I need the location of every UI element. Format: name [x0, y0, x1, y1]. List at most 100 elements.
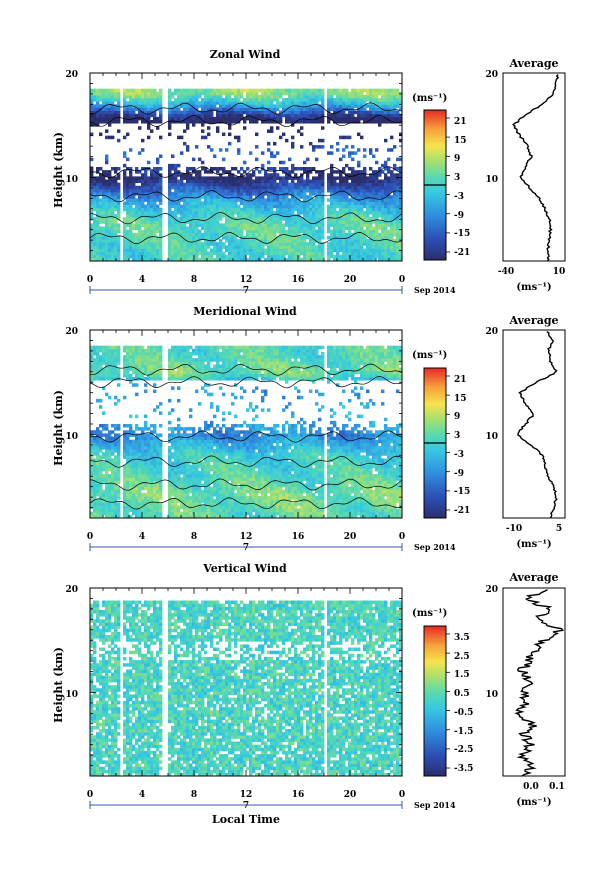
- heatmap-cell: [243, 204, 247, 209]
- heatmap-cell: [330, 198, 334, 202]
- heatmap-cell: [354, 210, 358, 215]
- heatmap-cell: [138, 351, 142, 356]
- heatmap-cell: [369, 192, 373, 196]
- heatmap-cell: [303, 242, 307, 246]
- heatmap-cell: [99, 474, 103, 478]
- heatmap-cell: [327, 254, 331, 259]
- heatmap-cell: [93, 442, 97, 447]
- heatmap-cell: [171, 182, 175, 187]
- heatmap-cell: [150, 496, 154, 500]
- heatmap-cell: [108, 367, 112, 372]
- heatmap-cell: [390, 88, 394, 93]
- heatmap-cell: [180, 242, 184, 246]
- heatmap-cell: [168, 214, 172, 218]
- heatmap-cell: [354, 226, 358, 231]
- heatmap-cell: [96, 430, 100, 434]
- heatmap-cell: [240, 201, 244, 205]
- heatmap-cell: [201, 195, 205, 199]
- heatmap-cell: [273, 167, 277, 171]
- heatmap-cell: [255, 113, 259, 118]
- heatmap-cell: [126, 182, 130, 187]
- heatmap-cell: [381, 204, 385, 209]
- heatmap-cell: [147, 245, 151, 249]
- heatmap-cell: [105, 345, 109, 350]
- heatmap-cell: [351, 257, 355, 262]
- heatmap-cell: [159, 257, 163, 262]
- heatmap-cell: [111, 229, 115, 234]
- heatmap-cell: [114, 474, 118, 478]
- heatmap-cell: [255, 248, 259, 252]
- heatmap-cell: [195, 232, 199, 237]
- heatmap-cell: [231, 173, 235, 177]
- heatmap-cell: [291, 248, 295, 252]
- heatmap-cell: [243, 188, 247, 193]
- heatmap-cell: [384, 163, 388, 168]
- heatmap-cell: [156, 185, 160, 190]
- heatmap-cell: [309, 192, 313, 196]
- heatmap-cell: [147, 355, 151, 359]
- heatmap-cell: [147, 101, 151, 105]
- heatmap-cell: [282, 242, 286, 246]
- heatmap-cell: [243, 214, 247, 218]
- heatmap-cell: [219, 232, 223, 237]
- heatmap-cell: [267, 229, 271, 234]
- heatmap-cell: [210, 229, 214, 234]
- heatmap-cell: [90, 88, 94, 93]
- heatmap-cell: [156, 251, 160, 256]
- heatmap-cell: [393, 195, 397, 199]
- heatmap-cell: [309, 235, 313, 240]
- heatmap-cell: [399, 220, 403, 224]
- heatmap-cell: [114, 251, 118, 256]
- heatmap-cell: [138, 477, 142, 481]
- heatmap-cell: [243, 98, 247, 102]
- heatmap-cell: [330, 167, 334, 171]
- heatmap-cell: [147, 367, 151, 372]
- heatmap-cell: [132, 502, 136, 506]
- heatmap-cell: [96, 257, 100, 262]
- heatmap-cell: [357, 223, 361, 227]
- heatmap-cell: [273, 226, 277, 231]
- heatmap-cell: [186, 182, 190, 187]
- heatmap-cell: [318, 170, 322, 174]
- heatmap-cell: [339, 239, 343, 243]
- heatmap-cell: [102, 386, 106, 390]
- heatmap-cell: [111, 207, 115, 212]
- colorbar-tick-label: -3: [454, 192, 464, 202]
- heatmap-cell: [111, 361, 115, 365]
- heatmap-cell: [189, 188, 193, 193]
- heatmap-cell: [207, 195, 211, 199]
- heatmap-cell: [126, 176, 130, 180]
- heatmap-cell: [303, 204, 307, 209]
- heatmap-cell: [198, 214, 202, 218]
- heatmap-cell: [99, 508, 103, 513]
- heatmap-cell: [384, 242, 388, 246]
- heatmap-cell: [309, 251, 313, 256]
- heatmap-cell: [231, 248, 235, 252]
- heatmap-cell: [294, 242, 298, 246]
- heatmap-cell: [384, 223, 388, 227]
- heatmap-cell: [141, 499, 145, 503]
- heatmap-cell: [93, 98, 97, 102]
- heatmap-cell: [117, 367, 121, 372]
- heatmap-cell: [237, 248, 241, 252]
- heatmap-cell: [183, 226, 187, 231]
- heatmap-cell: [270, 167, 274, 171]
- heatmap-cell: [111, 445, 115, 450]
- heatmap-cell: [279, 94, 283, 99]
- heatmap-cell: [108, 370, 112, 375]
- heatmap-cell: [246, 226, 250, 231]
- heatmap-cell: [126, 474, 130, 478]
- heatmap-cell: [135, 467, 139, 472]
- heatmap-cell: [390, 91, 394, 96]
- heatmap-cell: [129, 492, 133, 497]
- heatmap-cell: [288, 207, 292, 212]
- heatmap-cell: [267, 141, 271, 146]
- heatmap-cell: [348, 232, 352, 237]
- heatmap-cell: [318, 145, 322, 149]
- heatmap-cell: [150, 239, 154, 243]
- heatmap-cell: [198, 185, 202, 190]
- heatmap-cell: [291, 182, 295, 187]
- heatmap-cell: [357, 214, 361, 218]
- heatmap-cell: [150, 514, 154, 519]
- heatmap-cell: [258, 179, 262, 184]
